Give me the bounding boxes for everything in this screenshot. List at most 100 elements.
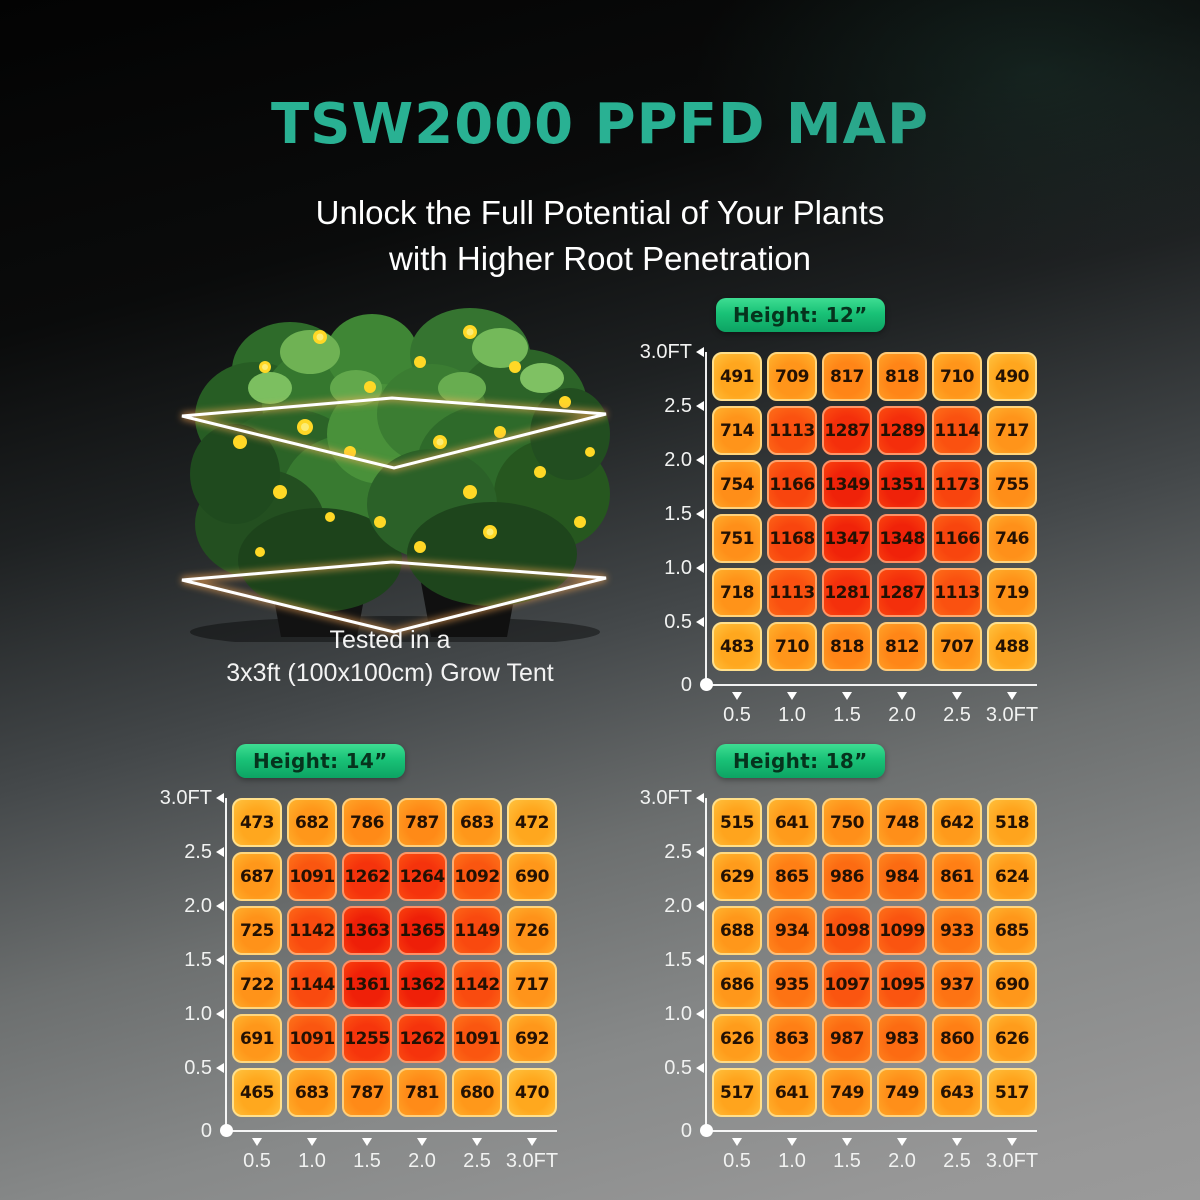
subtitle-line-1: Unlock the Full Potential of Your Plants: [315, 194, 885, 231]
x-axis-label: 1.0: [778, 704, 806, 726]
y-axis-label: 1.5: [664, 503, 692, 525]
height-badge: Height: 18”: [716, 744, 885, 778]
ppfd-cell: 933: [932, 906, 982, 955]
ppfd-value: 750: [830, 812, 865, 833]
ppfd-value: 1142: [454, 974, 500, 995]
ppfd-value: 754: [720, 474, 755, 495]
y-axis-label: 1.0: [664, 1003, 692, 1025]
ppfd-cell: 690: [987, 960, 1037, 1009]
ppfd-value: 717: [995, 420, 1030, 441]
x-tick-arrow-icon: [417, 1138, 427, 1146]
ppfd-cell: 518: [987, 798, 1037, 847]
ppfd-cell: 861: [932, 852, 982, 901]
ppfd-value: 935: [775, 974, 810, 995]
ppfd-cell: 750: [822, 798, 872, 847]
y-axis-label: 2.5: [184, 841, 212, 863]
y-tick-arrow-icon: [216, 955, 224, 965]
ppfd-value: 483: [720, 636, 755, 657]
ppfd-value: 641: [775, 1082, 810, 1103]
x-axis-label: 1.5: [353, 1150, 381, 1172]
ppfd-value: 707: [940, 636, 975, 657]
ppfd-cell: 987: [822, 1014, 872, 1063]
ppfd-cell: 755: [987, 460, 1037, 509]
ppfd-value: 1095: [879, 974, 925, 995]
ppfd-value: 709: [775, 366, 810, 387]
ppfd-cell: 937: [932, 960, 982, 1009]
y-tick-arrow-icon: [216, 901, 224, 911]
ppfd-value: 818: [885, 366, 920, 387]
ppfd-value: 472: [515, 812, 550, 833]
ppfd-value: 726: [515, 920, 550, 941]
ppfd-value: 626: [995, 1028, 1030, 1049]
x-tick-arrow-icon: [787, 692, 797, 700]
ppfd-value: 710: [940, 366, 975, 387]
x-axis-label: 3.0FT: [505, 1150, 559, 1172]
y-axis-label: 2.0: [664, 449, 692, 471]
ppfd-value: 1362: [399, 974, 445, 995]
ppfd-value: 488: [995, 636, 1030, 657]
ppfd-value: 1255: [344, 1028, 390, 1049]
heatmap-grid: 473 682 786 787 683 472 687 1091 1262 1264 1092 690…: [232, 798, 557, 1117]
ppfd-cell: 680: [452, 1068, 502, 1117]
ppfd-cell: 1113: [767, 406, 817, 455]
subtitle-line-2: with Higher Root Penetration: [389, 240, 811, 278]
ppfd-cell: 465: [232, 1068, 282, 1117]
heatmap-grid: 515 641 750 748 642 518 629 865 986 984 861 624 688 9…: [712, 798, 1037, 1117]
ppfd-value: 787: [350, 1082, 385, 1103]
ppfd-cell: 1092: [452, 852, 502, 901]
ppfd-cell: 983: [877, 1014, 927, 1063]
ppfd-cell: 812: [877, 622, 927, 671]
y-tick-arrow-icon: [696, 955, 704, 965]
ppfd-cell: 1287: [877, 568, 927, 617]
test-conditions-caption: Tested in a 3x3ft (100x100cm) Grow Tent: [150, 624, 630, 689]
ppfd-cell: 707: [932, 622, 982, 671]
ppfd-value: 1144: [289, 974, 335, 995]
ppfd-cell: 714: [712, 406, 762, 455]
ppfd-cell: 710: [932, 352, 982, 401]
ppfd-cell: 626: [712, 1014, 762, 1063]
ppfd-cell: 624: [987, 852, 1037, 901]
ppfd-cell: 786: [342, 798, 392, 847]
ppfd-cell: 691: [232, 1014, 282, 1063]
ppfd-cell: 1361: [342, 960, 392, 1009]
x-axis-label: 2.0: [888, 704, 916, 726]
ppfd-cell: 1144: [287, 960, 337, 1009]
y-axis-origin-label: 0: [200, 1120, 212, 1142]
ppfd-panel: Height: 18” 3.0FT 2.5 2.0 1.5 1.0 0.5 0 515 641 75…: [634, 744, 1064, 1179]
x-axis-label: 1.5: [833, 1150, 861, 1172]
ppfd-cell: 725: [232, 906, 282, 955]
axis-origin-dot: [700, 1124, 713, 1137]
ppfd-value: 1365: [399, 920, 445, 941]
y-axis-label: 0.5: [664, 611, 692, 633]
ppfd-value: 787: [405, 812, 440, 833]
x-axis-label: 0.5: [723, 1150, 751, 1172]
ppfd-value: 1166: [769, 474, 815, 495]
ppfd-cell: 984: [877, 852, 927, 901]
ppfd-value: 690: [515, 866, 550, 887]
ppfd-value: 718: [720, 582, 755, 603]
ppfd-cell: 751: [712, 514, 762, 563]
y-tick-arrow-icon: [696, 793, 704, 803]
ppfd-value: 642: [940, 812, 975, 833]
x-tick-arrow-icon: [952, 1138, 962, 1146]
ppfd-value: 1363: [344, 920, 390, 941]
ppfd-cell: 1348: [877, 514, 927, 563]
ppfd-value: 749: [885, 1082, 920, 1103]
x-axis-label: 2.0: [888, 1150, 916, 1172]
y-tick-arrow-icon: [216, 1063, 224, 1073]
ppfd-cell: 1351: [877, 460, 927, 509]
y-axis-label: 2.0: [184, 895, 212, 917]
x-tick-arrow-icon: [472, 1138, 482, 1146]
ppfd-cell: 641: [767, 1068, 817, 1117]
ppfd-value: 937: [940, 974, 975, 995]
ppfd-value: 517: [995, 1082, 1030, 1103]
x-tick-arrow-icon: [952, 692, 962, 700]
ppfd-value: 692: [515, 1028, 550, 1049]
ppfd-value: 491: [720, 366, 755, 387]
ppfd-value: 1264: [399, 866, 445, 887]
ppfd-cell: 685: [987, 906, 1037, 955]
ppfd-cell: 688: [712, 906, 762, 955]
x-axis-label: 0.5: [243, 1150, 271, 1172]
x-tick-arrow-icon: [1007, 692, 1017, 700]
ppfd-value: 934: [775, 920, 810, 941]
